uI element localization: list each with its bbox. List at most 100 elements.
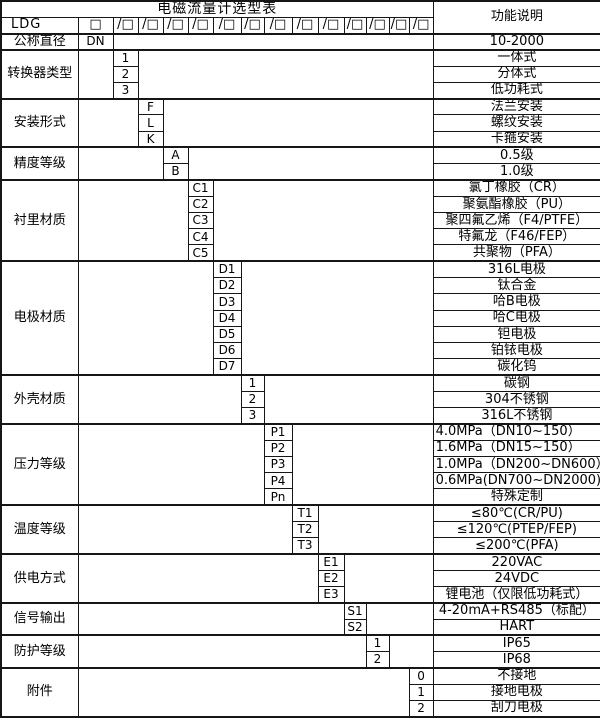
empty-span [162, 97, 434, 148]
option-code: 1 [365, 634, 390, 653]
option-code: 1 [408, 683, 434, 701]
empty-span [77, 178, 189, 262]
option-desc: 氯丁橡胶（CR） [432, 178, 600, 197]
table-row: 信号输出 S1 4-20mA+RS485（标配） [0, 601, 600, 636]
table-row: 公称直径 DN 10-2000 [0, 32, 600, 51]
option-desc: 低功耗式 [432, 81, 600, 100]
empty-span [77, 374, 242, 425]
option-desc: 铂铱电极 [432, 342, 600, 360]
option-code: D6 [212, 342, 242, 360]
option-desc: 聚四氟乙烯（F4/PTFE） [432, 211, 600, 230]
option-code: D3 [212, 293, 242, 311]
empty-span [77, 504, 293, 555]
option-code: C3 [187, 211, 214, 230]
option-code: D7 [212, 358, 242, 376]
code-slot-placeholder: /□ [291, 16, 319, 35]
option-desc: 刮刀电极 [432, 699, 600, 718]
empty-span [77, 48, 114, 100]
code-slot-placeholder: /□ [162, 16, 189, 35]
code-slot-placeholder: /□ [408, 16, 434, 35]
option-code: K [137, 130, 164, 148]
option-desc: 220VAC [432, 553, 600, 571]
option-code: 3 [240, 407, 265, 425]
option-desc: 316L不锈钢 [432, 407, 600, 425]
label-installation-type: 安装形式 [0, 97, 79, 148]
label-nominal-diameter: 公称直径 [0, 32, 79, 51]
option-desc: 不接地 [432, 666, 600, 685]
option-code: 1 [240, 374, 265, 392]
option-code: C1 [187, 178, 214, 197]
model-code-row: LDG □ /□ /□ /□ /□ /□ /□ /□ /□ /□ /□ /□ /… [0, 16, 600, 35]
option-desc: 钽电极 [432, 325, 600, 344]
option-code: D2 [212, 277, 242, 295]
empty-span [317, 504, 434, 555]
option-code: A [162, 146, 189, 165]
table-row: P2 1.6MPa（DN15~150） [1, 439, 600, 457]
option-code: E3 [317, 586, 345, 604]
label-accessories: 附件 [0, 666, 79, 718]
option-desc: ≤80℃(CR/PU) [432, 504, 600, 523]
option-code: T3 [291, 537, 319, 555]
code-slot-placeholder: /□ [137, 16, 164, 35]
option-desc: 接地电极 [432, 683, 600, 701]
code-box-placeholder: □ [77, 16, 114, 35]
option-code: P1 [263, 422, 293, 441]
option-code: 1 [112, 48, 139, 67]
option-code: L [137, 114, 164, 132]
option-code: C4 [187, 228, 214, 246]
option-code: S2 [343, 618, 367, 636]
empty-span [212, 178, 434, 262]
option-desc: 哈B电极 [432, 293, 600, 311]
code-slot-placeholder: /□ [187, 16, 214, 35]
option-code: C5 [187, 244, 214, 262]
table-row: 温度等级 T1 ≤80℃(CR/PU) [0, 504, 600, 555]
empty-span [77, 260, 214, 376]
option-desc: IP65 [432, 634, 600, 653]
label-pressure-rating: 压力等级 [0, 422, 79, 506]
option-code: S1 [343, 601, 367, 620]
empty-span [77, 601, 345, 636]
table-row: K 卡箍安装 [1, 130, 600, 148]
option-desc: 共聚物（PFA） [432, 244, 600, 262]
code-slot-placeholder: /□ [317, 16, 345, 35]
code-slot-placeholder: /□ [388, 16, 410, 35]
option-desc: ≤200℃(PFA) [432, 537, 600, 555]
code-slot-placeholder: /□ [365, 16, 390, 35]
table-row: 精度等级 A 0.5级 [0, 146, 600, 181]
empty-span [187, 146, 434, 181]
table-row: 外壳材质 1 碳钢 [0, 374, 600, 425]
option-code: Pn [263, 488, 293, 506]
option-code: D1 [212, 260, 242, 279]
option-desc: 316L电极 [432, 260, 600, 279]
code-slot-placeholder: /□ [212, 16, 242, 35]
option-desc: 分体式 [432, 65, 600, 83]
option-desc: 聚氨酯橡胶（PU） [432, 195, 600, 213]
option-code: P2 [263, 439, 293, 457]
option-desc: 钛合金 [432, 277, 600, 295]
empty-span [77, 666, 410, 718]
table-row: T3 ≤200℃(PFA) [1, 537, 600, 555]
option-desc: 锂电池（仅限低功耗式） [432, 586, 600, 604]
table-row: 安装形式 F 法兰安装 [0, 97, 600, 148]
option-code: P4 [263, 472, 293, 490]
empty-span [77, 146, 164, 181]
label-electrode-material: 电极材质 [0, 260, 79, 376]
table-row: 电极材质 D1 316L电极 [0, 260, 600, 376]
option-desc: HART [432, 618, 600, 636]
empty-span [77, 422, 265, 506]
table-row: C5 共聚物（PFA） [1, 244, 600, 262]
table-row: L 螺纹安装 [1, 114, 600, 132]
option-code: P3 [263, 455, 293, 474]
table-row: 电磁流量计选型表 功能说明 [0, 0, 600, 35]
table-row: D7 碳化钨 [1, 358, 600, 376]
label-power-supply: 供电方式 [0, 553, 79, 604]
option-desc: 10-2000 [432, 32, 600, 51]
option-desc: 1.0级 [432, 163, 600, 181]
option-code: E2 [317, 569, 345, 588]
label-lining-material: 衬里材质 [0, 178, 79, 262]
option-desc: 特殊定制 [432, 488, 600, 506]
option-desc: 哈C电极 [432, 309, 600, 327]
option-code: T1 [291, 504, 319, 523]
empty-span [388, 634, 434, 669]
